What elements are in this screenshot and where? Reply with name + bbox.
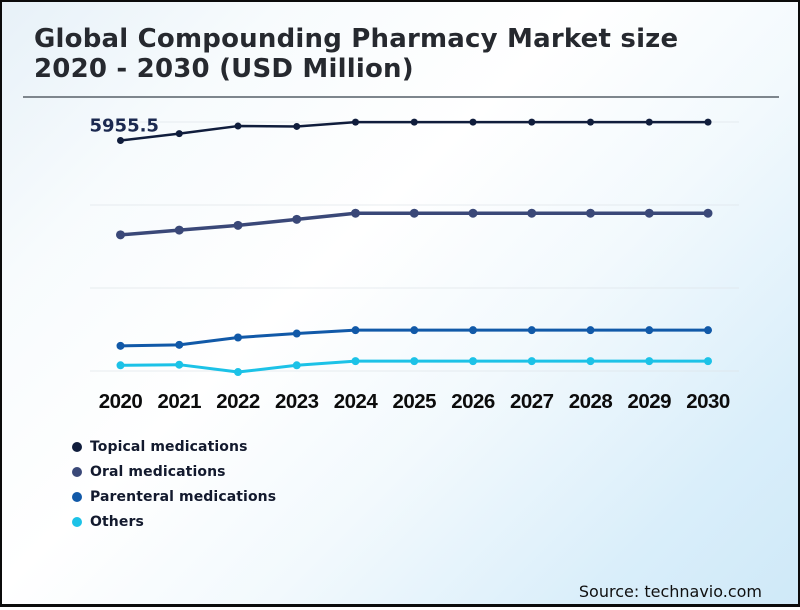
data-point bbox=[116, 341, 125, 350]
data-point bbox=[352, 118, 359, 126]
data-point bbox=[410, 357, 419, 366]
data-point bbox=[351, 357, 360, 366]
data-point bbox=[292, 361, 301, 370]
value-annotation: 5955.5 bbox=[90, 116, 159, 137]
chart-title-line2: 2020 - 2030 (USD Million) bbox=[34, 54, 414, 84]
data-point bbox=[704, 357, 712, 366]
x-axis-label: 2030 bbox=[686, 390, 730, 413]
data-point bbox=[586, 357, 595, 366]
x-axis-label: 2024 bbox=[334, 390, 379, 413]
legend-item: Topical medications bbox=[72, 434, 276, 459]
data-point bbox=[644, 208, 654, 218]
data-point bbox=[587, 118, 594, 126]
legend-label: Others bbox=[90, 513, 144, 530]
line-chart-canvas: 5955.5 2020 2021 2022 2023 2024 2025 2026 2027 20… bbox=[90, 116, 739, 413]
legend-label: Oral medications bbox=[90, 463, 226, 480]
data-point bbox=[469, 326, 477, 335]
data-point bbox=[645, 118, 653, 126]
data-point bbox=[410, 326, 419, 335]
legend-label: Parenteral medications bbox=[90, 488, 277, 505]
data-point bbox=[117, 137, 124, 145]
data-point bbox=[704, 118, 712, 126]
data-point bbox=[410, 118, 418, 126]
x-axis-label: 2026 bbox=[451, 390, 495, 413]
data-point bbox=[468, 208, 478, 218]
legend-swatch-icon bbox=[72, 516, 82, 527]
x-axis-label: 2028 bbox=[569, 390, 613, 413]
data-point bbox=[175, 130, 183, 138]
data-point bbox=[293, 122, 301, 130]
x-axis-label: 2025 bbox=[392, 390, 436, 413]
source-credit: Source: technavio.com bbox=[578, 582, 762, 601]
data-point bbox=[292, 214, 302, 224]
x-axis-label: 2027 bbox=[510, 390, 554, 413]
title-divider bbox=[23, 96, 779, 98]
x-axis-label: 2029 bbox=[627, 390, 671, 413]
data-point bbox=[645, 357, 654, 366]
data-point bbox=[704, 326, 712, 335]
data-point bbox=[469, 357, 477, 366]
data-point bbox=[175, 360, 184, 369]
data-point bbox=[586, 326, 595, 335]
data-point bbox=[409, 208, 419, 218]
data-point bbox=[469, 118, 477, 126]
data-point bbox=[233, 220, 243, 230]
x-axis-label: 2022 bbox=[216, 390, 260, 413]
data-point bbox=[528, 118, 536, 126]
x-axis-label: 2021 bbox=[157, 390, 201, 413]
data-point bbox=[116, 361, 125, 370]
legend-item: Parenteral medications bbox=[72, 484, 276, 509]
data-point bbox=[175, 340, 184, 349]
data-point bbox=[174, 225, 184, 235]
data-point bbox=[234, 333, 242, 342]
legend-swatch-icon bbox=[72, 441, 82, 452]
legend-item: Oral medications bbox=[72, 459, 276, 484]
data-point bbox=[234, 122, 242, 130]
data-point bbox=[527, 326, 536, 335]
legend-item: Others bbox=[72, 509, 276, 534]
data-point bbox=[292, 329, 301, 338]
data-point bbox=[351, 326, 360, 335]
chart-title: Global Compounding Pharmacy Market size … bbox=[34, 24, 779, 84]
chart-title-line1: Global Compounding Pharmacy Market size bbox=[34, 24, 679, 54]
chart-legend: Topical medications Oral medications Paren… bbox=[72, 434, 276, 534]
data-point bbox=[703, 208, 713, 218]
legend-swatch-icon bbox=[72, 466, 82, 477]
data-point bbox=[116, 230, 125, 240]
data-point bbox=[527, 208, 537, 218]
x-axis-label: 2020 bbox=[99, 390, 143, 413]
data-point bbox=[527, 357, 536, 366]
legend-swatch-icon bbox=[72, 491, 82, 502]
x-axis-label: 2023 bbox=[275, 390, 319, 413]
data-point bbox=[234, 368, 242, 377]
data-point bbox=[351, 208, 360, 218]
legend-label: Topical medications bbox=[90, 438, 248, 455]
data-point bbox=[645, 326, 654, 335]
data-point bbox=[586, 208, 595, 218]
